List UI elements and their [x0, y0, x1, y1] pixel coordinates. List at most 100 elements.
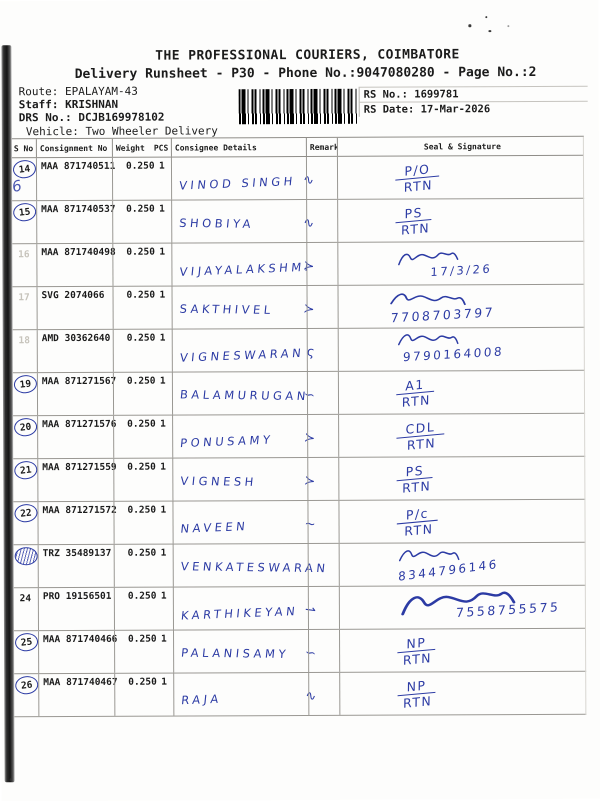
col-header-consignment: Consignment No	[35, 138, 112, 158]
seal-fraction: P/O RTN	[395, 159, 442, 195]
sno-value: 18	[18, 334, 30, 346]
remarks-cell	[308, 629, 340, 672]
col-header-remarks: Remarks	[305, 137, 337, 156]
table-row: 26 MAA 871740467 0.250 1 RAJA ∿ NP RTN	[14, 671, 587, 718]
weight-pcs-cell: 0.250 1	[112, 329, 172, 372]
seal-signature-cell: PS RTN	[338, 456, 586, 500]
pcs-value: 1	[160, 418, 166, 430]
route-line: Route: EPALAYAM-43	[19, 84, 218, 99]
table-row: 16 MAA 871740498 0.250 1 VIJAYALAKSHMI ≻…	[12, 241, 585, 288]
staff-label: Staff:	[18, 98, 59, 112]
signature-scrawl-icon	[398, 550, 460, 562]
pcs-value: 1	[160, 590, 167, 602]
scan-speck	[9, 778, 12, 782]
scan-speck	[507, 25, 510, 28]
weight-value: 0.250	[126, 375, 156, 387]
consignee-cell: VIJAYALAKSHMI ≻	[171, 242, 315, 286]
signature-scrawl-icon	[390, 292, 466, 305]
seal-code: CDL	[396, 417, 445, 439]
sno-cell: 16	[12, 244, 36, 286]
consignment-cell: MAA 871271576	[37, 415, 116, 459]
signature-scrawl-icon	[401, 591, 516, 615]
seal-rtn: RTN	[401, 477, 431, 496]
signature-scrawl-icon	[398, 252, 459, 266]
rs-no-label: RS No.:	[363, 88, 408, 101]
pcs-value: 1	[159, 203, 165, 215]
seal-signature-cell: P/c RTN	[338, 499, 586, 543]
sno-cell: 17	[13, 287, 37, 329]
pcs-value: 1	[159, 332, 166, 344]
rs-info-block: RS No.: 1699781 RS Date: 17-Mar-2026	[358, 85, 588, 117]
col-header-consignee: Consignee Details	[170, 137, 306, 157]
drs-label: DRS No.:	[18, 111, 72, 125]
consignment-number: MAA 871740511	[40, 160, 116, 173]
weight-value: 0.250	[126, 203, 155, 215]
sno-cell: 20	[13, 416, 39, 458]
weight-pcs-cell: 0.250 1	[114, 630, 174, 673]
table-row: 14 MAA 871740511 0.250 1 VINOD SINGH ∿ P…	[11, 155, 585, 202]
consignment-number: SVG 2074066	[41, 289, 105, 302]
staff-line: Staff: KRISHNAN	[19, 98, 218, 112]
weight-value: 0.250	[125, 160, 155, 172]
seal-fraction: NP RTN	[397, 633, 438, 667]
sno-value: 17	[18, 291, 30, 303]
rs-no-line: RS No.: 1699781	[359, 85, 588, 102]
seal-rtn: RTN	[403, 649, 433, 668]
consignment-number: PRO 19156501	[42, 590, 112, 603]
remarks-cell	[305, 156, 338, 199]
sno-value: 20	[13, 416, 39, 438]
seal-signature-cell: NP RTN	[339, 628, 587, 672]
weight-value: 0.250	[127, 547, 157, 559]
consignee-name-handwritten: PONUSAMY	[179, 432, 275, 451]
sno-value: 21	[13, 459, 39, 481]
sno-cell: 21	[13, 459, 39, 501]
sno-value: 22	[13, 502, 39, 524]
col-header-sno: S No	[13, 143, 34, 153]
seal-rtn: RTN	[401, 391, 432, 410]
table-row: 18 AMD 30362640 0.250 1 VIGNESWARAN ς 97…	[12, 327, 585, 374]
table-row: 21 MAA 871271559 0.250 1 VIGNESH ≻ PS RT…	[13, 456, 586, 503]
signature-block: 8344796146	[398, 547, 499, 584]
pcs-value: 1	[160, 504, 167, 516]
sno-value: 26	[14, 674, 40, 696]
staff-value: KRISHNAN	[65, 97, 119, 112]
signature-block: 17/3/26	[396, 249, 493, 280]
pcs-value: 1	[160, 547, 167, 559]
signature-number: 17/3/26	[430, 261, 493, 280]
seal-signature-cell: NP RTN	[339, 671, 587, 715]
runsheet-barcode	[238, 88, 358, 125]
seal-signature-cell: 9790164008	[337, 327, 585, 371]
consignment-number: MAA 871271559	[42, 461, 117, 474]
sno-value: 14	[12, 159, 37, 180]
drs-line: DRS No.: DCJB169978102	[19, 111, 218, 125]
sno-value: 25	[14, 631, 39, 653]
seal-rtn: RTN	[400, 219, 430, 238]
remarks-cell	[307, 500, 339, 543]
page-title: THE PROFESSIONAL COURIERS, COIMBATORE	[155, 47, 460, 64]
vehicle-label: Vehicle:	[25, 124, 79, 138]
consignment-cell: MAA 871740498	[36, 243, 116, 287]
runsheet-rows: 14 MAA 871740511 0.250 1 VINOD SINGH ∿ P…	[11, 155, 587, 718]
consignee-name-handwritten: KARTHIKEYAN	[180, 603, 299, 623]
seal-signature-cell: 7708703797	[337, 284, 585, 328]
remarks-cell	[307, 414, 339, 457]
weight-value: 0.250	[126, 289, 156, 301]
consignee-name-handwritten: VIGNESWARAN	[179, 345, 305, 365]
seal-signature-cell: 17/3/26	[337, 241, 585, 285]
consignment-number: AMD 30362640	[41, 332, 111, 345]
col-header-seal: Seal & Signature	[336, 136, 584, 156]
remarks-cell	[306, 242, 338, 285]
table-row: 20 MAA 871271576 0.250 1 PONUSAMY ≻ CDL …	[13, 413, 586, 460]
rs-date-line: RS Date: 17-Mar-2026	[359, 100, 588, 117]
seal-fraction: P/c RTN	[396, 504, 440, 539]
page-subtitle: Delivery Runsheet - P30 - Phone No.:9047…	[74, 64, 537, 82]
consignee-cell: KARTHIKEYAN ⇀	[172, 586, 317, 630]
consignee-name-handwritten: BALAMURUGAN	[179, 387, 310, 404]
signature-scrawl-icon	[398, 334, 459, 346]
consignment-number: MAA 871740467	[43, 676, 118, 689]
remarks-cell	[306, 285, 338, 328]
rs-date-value: 17-Mar-2026	[420, 103, 491, 116]
weight-pcs-cell: 0.250 1	[112, 243, 172, 286]
seal-fraction: NP RTN	[397, 676, 438, 710]
